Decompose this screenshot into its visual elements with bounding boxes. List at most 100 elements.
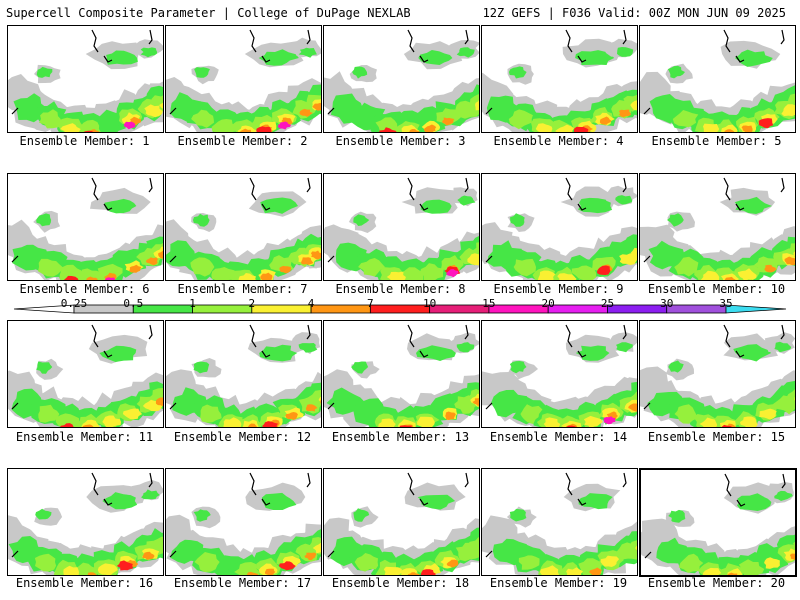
coastline: [11, 402, 19, 410]
colorbar-bin: [547, 304, 608, 314]
ensemble-member-map[interactable]: [481, 320, 638, 428]
scp-contour: [764, 264, 777, 273]
scp-field-map: [482, 29, 637, 132]
ensemble-member-map[interactable]: [639, 468, 797, 577]
coastline: [622, 472, 627, 488]
scp-contour: [246, 571, 259, 575]
scp-contour: [603, 416, 616, 425]
coastline: [419, 498, 429, 506]
ensemble-member-map[interactable]: [323, 320, 480, 428]
coastline: [11, 107, 19, 115]
scp-contour: [261, 492, 297, 510]
scp-contour: [699, 417, 717, 427]
scp-contour: [674, 256, 699, 277]
colorbar-bin: [369, 304, 431, 314]
scp-contour: [457, 195, 476, 206]
scp-contour: [401, 267, 424, 280]
ensemble-member-map[interactable]: [165, 25, 322, 133]
scp-contour: [721, 273, 739, 280]
coastline: [736, 499, 746, 507]
scp-contour: [59, 264, 83, 280]
colorbar-tick-label: 15: [482, 297, 496, 310]
scp-contour: [740, 416, 758, 427]
ensemble-member-label: Ensemble Member: 6: [19, 282, 150, 296]
scp-field-map: [640, 177, 795, 280]
ensemble-member-map[interactable]: [639, 25, 796, 133]
scp-contour: [190, 257, 215, 277]
scp-contour: [583, 415, 603, 427]
scp-contour: [467, 253, 479, 266]
scp-contour: [312, 102, 321, 111]
scp-contour: [703, 567, 722, 575]
scp-contour: [39, 109, 62, 129]
ensemble-member-label: Ensemble Member: 19: [489, 576, 628, 590]
scp-contour: [158, 250, 163, 259]
scp-contour: [513, 258, 536, 277]
ensemble-member-map[interactable]: [323, 25, 480, 133]
ensemble-member-map[interactable]: [481, 468, 638, 576]
ensemble-member-label: Ensemble Member: 10: [647, 282, 786, 296]
scp-contour: [353, 214, 370, 226]
scp-contour: [774, 490, 793, 501]
scp-contour: [310, 250, 321, 260]
scp-contour: [618, 109, 631, 118]
coastline: [249, 29, 257, 53]
ensemble-member-label: Ensemble Member: 17: [173, 576, 312, 590]
scp-field-map: [8, 177, 163, 280]
scp-contour: [518, 555, 540, 570]
scp-contour: [155, 397, 163, 407]
scp-contour: [537, 270, 556, 280]
ensemble-member-map[interactable]: [165, 320, 322, 428]
coastline: [11, 550, 19, 558]
colorbar-tick-label: 20: [541, 297, 555, 310]
ensemble-member-map[interactable]: [7, 320, 164, 428]
coastline: [565, 472, 573, 496]
ensemble-member-map[interactable]: [639, 173, 796, 281]
scp-contour: [38, 404, 60, 423]
ensemble-member-map[interactable]: [7, 173, 164, 281]
ensemble-member-map[interactable]: [7, 468, 164, 576]
scp-contour: [789, 553, 795, 560]
scp-contour: [200, 404, 222, 423]
scp-contour: [105, 277, 116, 280]
scp-contour: [277, 121, 291, 130]
coastline: [577, 203, 587, 211]
scp-contour: [99, 345, 137, 362]
coastline: [622, 324, 627, 340]
scp-contour: [298, 47, 317, 58]
ensemble-member-label: Ensemble Member: 16: [15, 576, 154, 590]
ensemble-member-map[interactable]: [323, 173, 480, 281]
coastline: [723, 29, 731, 53]
coastline: [327, 550, 335, 558]
scp-contour: [211, 267, 236, 280]
scp-contour: [668, 360, 684, 373]
coastline: [781, 473, 786, 489]
coastline: [261, 350, 271, 358]
ensemble-member-map[interactable]: [165, 173, 322, 281]
scp-contour: [298, 343, 318, 353]
scp-contour: [193, 361, 210, 374]
scp-contour: [191, 109, 214, 128]
ensemble-member-map[interactable]: [7, 25, 164, 133]
scp-contour: [262, 421, 278, 427]
coastline: [327, 107, 335, 115]
scp-contour: [300, 257, 314, 265]
ensemble-member-map[interactable]: [165, 468, 322, 576]
ensemble-member-map[interactable]: [481, 25, 638, 133]
coastline: [407, 472, 415, 496]
coastline: [735, 350, 745, 358]
ensemble-member-map[interactable]: [481, 173, 638, 281]
scp-contour: [60, 423, 74, 427]
ensemble-member-map[interactable]: [639, 320, 796, 428]
ensemble-member-label: Ensemble Member: 5: [651, 134, 782, 148]
colorbar-tick-label: 30: [660, 297, 674, 310]
colorbar-tick-label: 0.5: [123, 297, 144, 310]
scp-contour: [571, 265, 597, 280]
scp-field-map: [8, 324, 163, 427]
ensemble-member-map[interactable]: [323, 468, 480, 576]
scp-contour: [508, 66, 527, 79]
scp-contour: [378, 418, 396, 427]
scp-contour: [34, 553, 57, 572]
scp-contour: [36, 66, 53, 78]
colorbar-bin: [192, 304, 253, 314]
